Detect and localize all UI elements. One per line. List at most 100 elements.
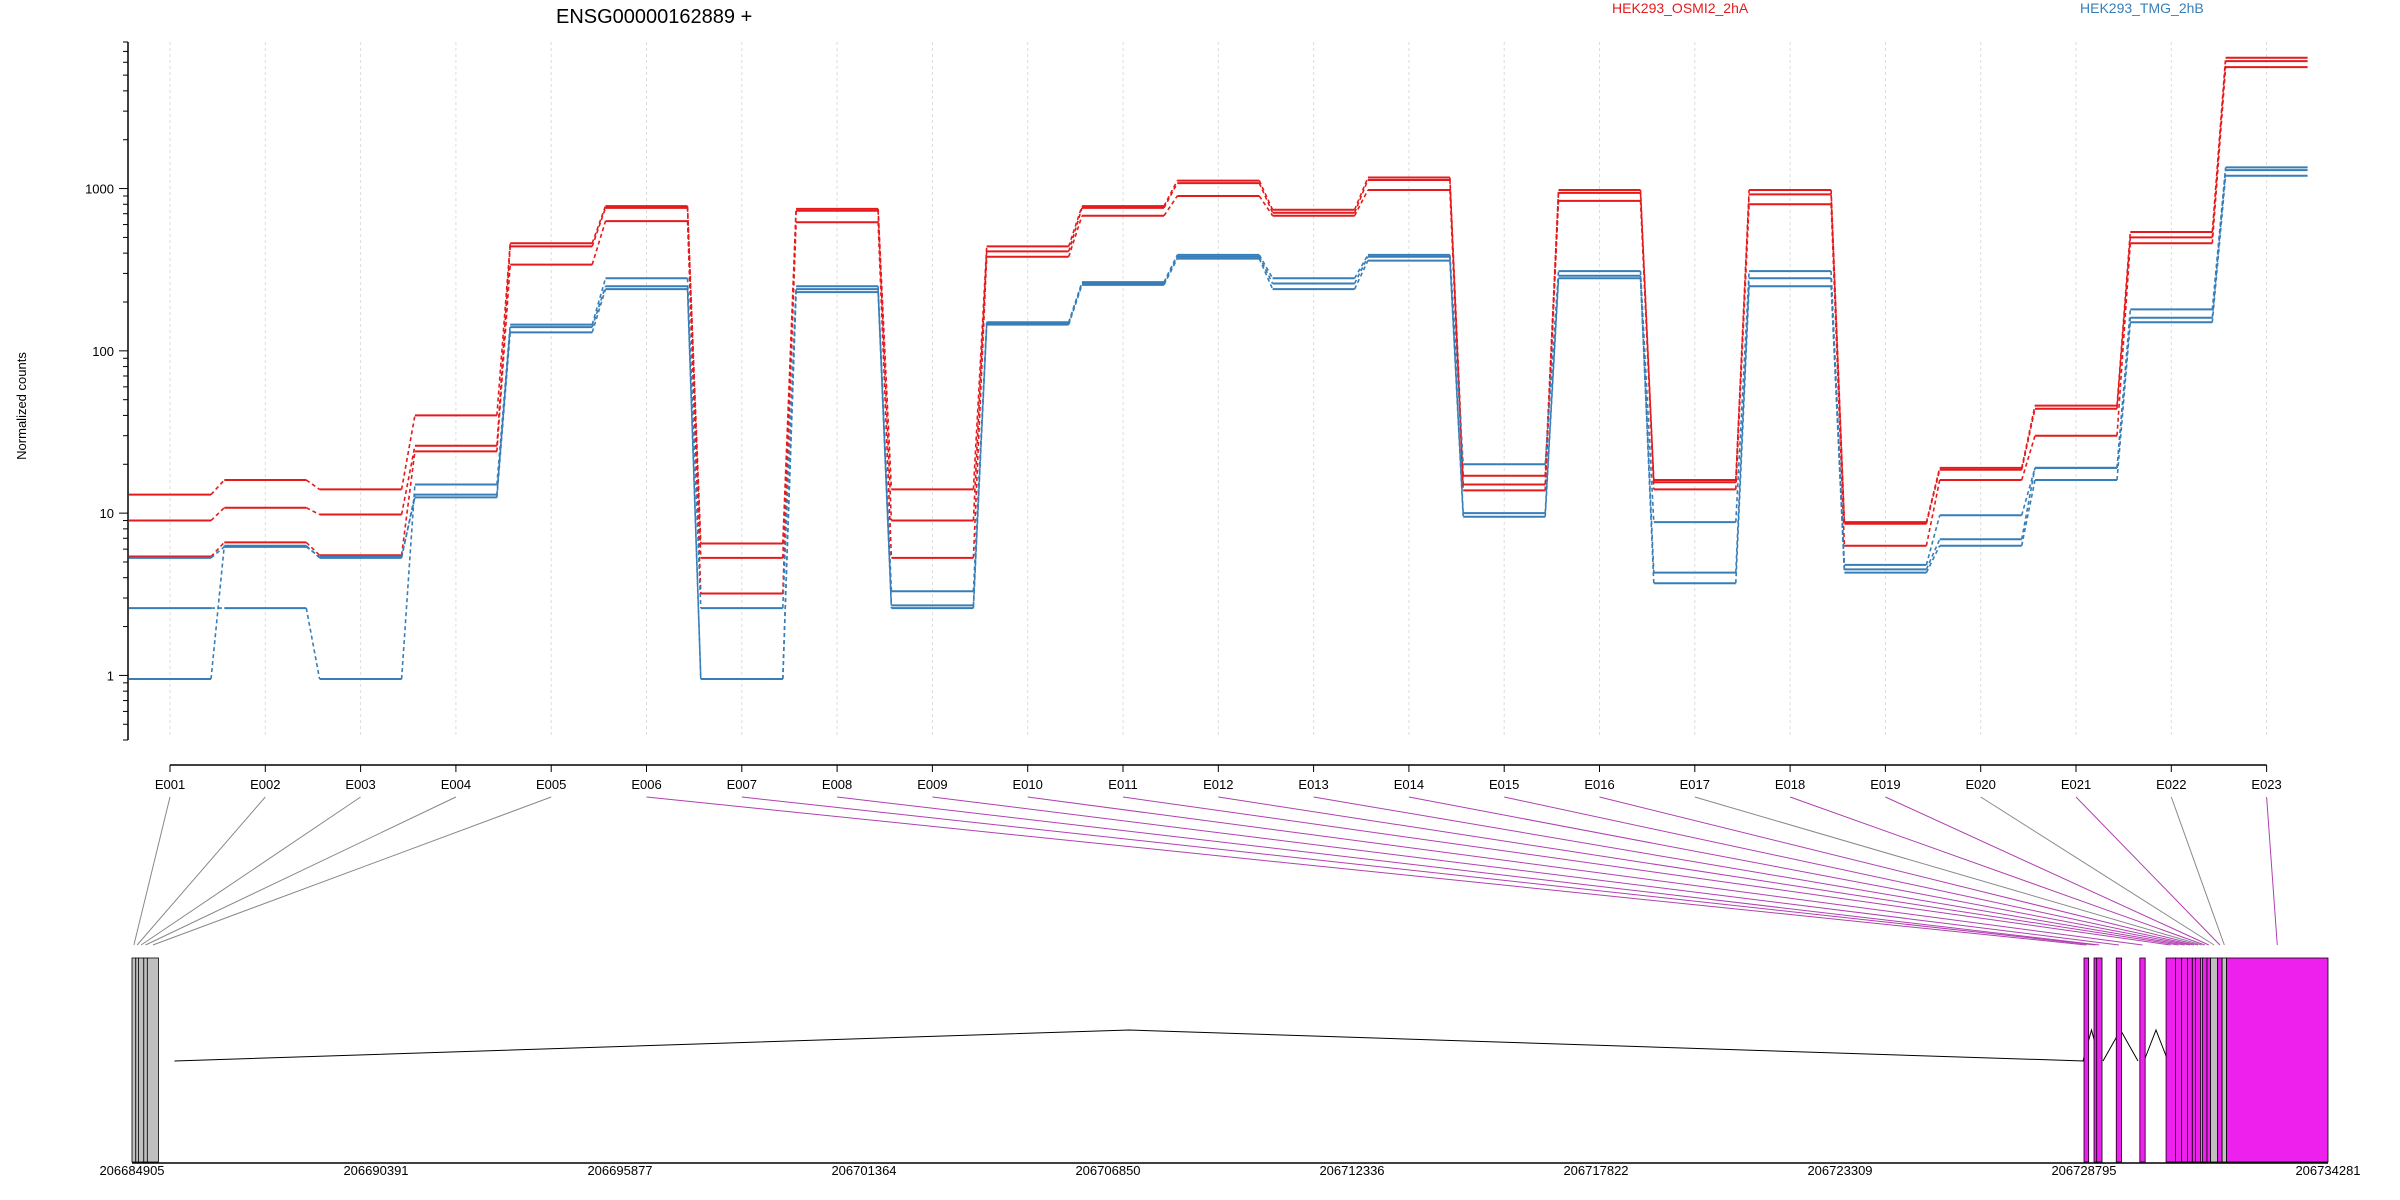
series-connector: [2020, 479, 2036, 546]
series-connector: [1163, 195, 1178, 217]
series-connector: [1449, 189, 1464, 491]
connector-e009: [932, 796, 2119, 946]
y-tick-label: 10: [100, 506, 114, 521]
series-connector: [1258, 195, 1274, 217]
series-connector: [1258, 180, 1274, 211]
series-connector: [305, 506, 320, 516]
coordinate-tick-label: 206723309: [1807, 1163, 1872, 1178]
intron-arc: [2143, 1028, 2169, 1062]
series-connector: [1449, 256, 1464, 514]
x-tick-label-e005: E005: [536, 777, 566, 792]
series-connector: [877, 210, 893, 521]
chart-title: ENSG00000162889 +: [556, 6, 752, 28]
series-connector: [496, 243, 511, 416]
connector-e018: [1789, 796, 2205, 946]
series-connector: [1163, 258, 1179, 286]
series-connector: [1639, 278, 1655, 584]
exon-box-e003: [138, 957, 145, 1163]
series-connector: [1830, 271, 1846, 565]
series-connector: [686, 289, 702, 680]
exon-box-e018: [2202, 957, 2208, 1163]
series-connector: [2116, 231, 2132, 406]
connector-e010: [1027, 796, 2143, 946]
connector-e003: [140, 796, 361, 946]
series-connector: [305, 546, 321, 558]
coordinate-tick-label: 206706850: [1075, 1163, 1140, 1178]
x-tick-label-e004: E004: [441, 777, 471, 792]
series-connector: [210, 507, 225, 522]
connector-e023: [2266, 796, 2278, 946]
x-tick-label-e009: E009: [917, 777, 947, 792]
x-tick-label-e013: E013: [1298, 777, 1328, 792]
series-connector: [1353, 254, 1369, 279]
x-tick-label-e010: E010: [1013, 777, 1043, 792]
exon-connector-lines: [133, 796, 2278, 946]
series-connector: [2020, 467, 2036, 540]
x-tick-label-e020: E020: [1966, 777, 1996, 792]
gene-model: 206684905 206690391 206695877 206701364 2067…: [99, 957, 2361, 1178]
series-connector: [1353, 256, 1369, 284]
exon-box-e010: [2139, 957, 2146, 1163]
series-connector: [1067, 205, 1083, 247]
series-connector: [1353, 260, 1369, 290]
connector-e012: [1218, 796, 2179, 946]
series-connector: [400, 415, 416, 490]
coordinate-tick-label: 206684905: [99, 1163, 164, 1178]
exon-box-e001: [131, 957, 137, 1163]
connector-e021: [2075, 796, 2221, 946]
exon-box-e005: [146, 957, 159, 1163]
exon-box-e021: [2217, 957, 2223, 1163]
series-connector: [1735, 204, 1750, 490]
series-connector: [210, 541, 225, 558]
series-connector: [1258, 256, 1274, 284]
connector-e014: [1408, 796, 2190, 946]
x-tick-label-e002: E002: [250, 777, 280, 792]
legend-label-osmi2: HEK293_OSMI2_2hA: [1612, 0, 1749, 16]
exon-box-e008: [2096, 957, 2103, 1163]
series-connector: [1735, 271, 1750, 523]
exon-box-e014: [2187, 957, 2193, 1163]
exon-box-e015: [2191, 957, 2196, 1163]
series-connector: [2020, 435, 2036, 481]
connector-e020: [1980, 796, 2215, 946]
y-tick-label: 1: [107, 668, 114, 683]
series-connector: [1830, 286, 1846, 573]
coordinate-tick-label: 206712336: [1319, 1163, 1384, 1178]
series-connector: [400, 484, 416, 680]
series-connector: [210, 545, 226, 680]
exon-box-e020: [2210, 957, 2219, 1163]
series-connector: [1163, 180, 1179, 207]
connector-e004: [145, 796, 457, 946]
series-connector: [1544, 200, 1560, 491]
series-connector: [400, 497, 416, 557]
series-connector: [1544, 275, 1560, 514]
series-connector: [877, 222, 893, 558]
series-connector: [210, 479, 225, 496]
series-connector: [972, 256, 988, 558]
series-connector: [1544, 278, 1560, 517]
x-tick-label-e022: E022: [2156, 777, 2186, 792]
series-connector: [496, 246, 511, 446]
series-connector: [1067, 215, 1083, 258]
y-axis-label: Normalized counts: [14, 352, 29, 460]
coordinate-tick-label: 206695877: [587, 1163, 652, 1178]
series-connector: [2020, 408, 2036, 470]
series-connector: [686, 221, 702, 594]
exon-box-e023: [2226, 957, 2329, 1163]
series-connector: [210, 546, 225, 559]
series-connector: [591, 278, 607, 325]
series-connector: [1258, 258, 1274, 290]
connector-e008: [837, 796, 2100, 946]
x-tick-label-e003: E003: [345, 777, 375, 792]
series-connector: [305, 607, 321, 680]
connector-e016: [1599, 796, 2199, 946]
series-connector: [1353, 177, 1369, 211]
x-tick-label-e014: E014: [1394, 777, 1424, 792]
series-connector: [782, 222, 797, 594]
exon-box-e016: [2195, 957, 2202, 1163]
x-tick-label-e012: E012: [1203, 777, 1233, 792]
series-connector: [1353, 179, 1369, 213]
x-tick-label-e008: E008: [822, 777, 852, 792]
series-connector: [305, 479, 321, 491]
series-lines: [129, 56, 2308, 681]
